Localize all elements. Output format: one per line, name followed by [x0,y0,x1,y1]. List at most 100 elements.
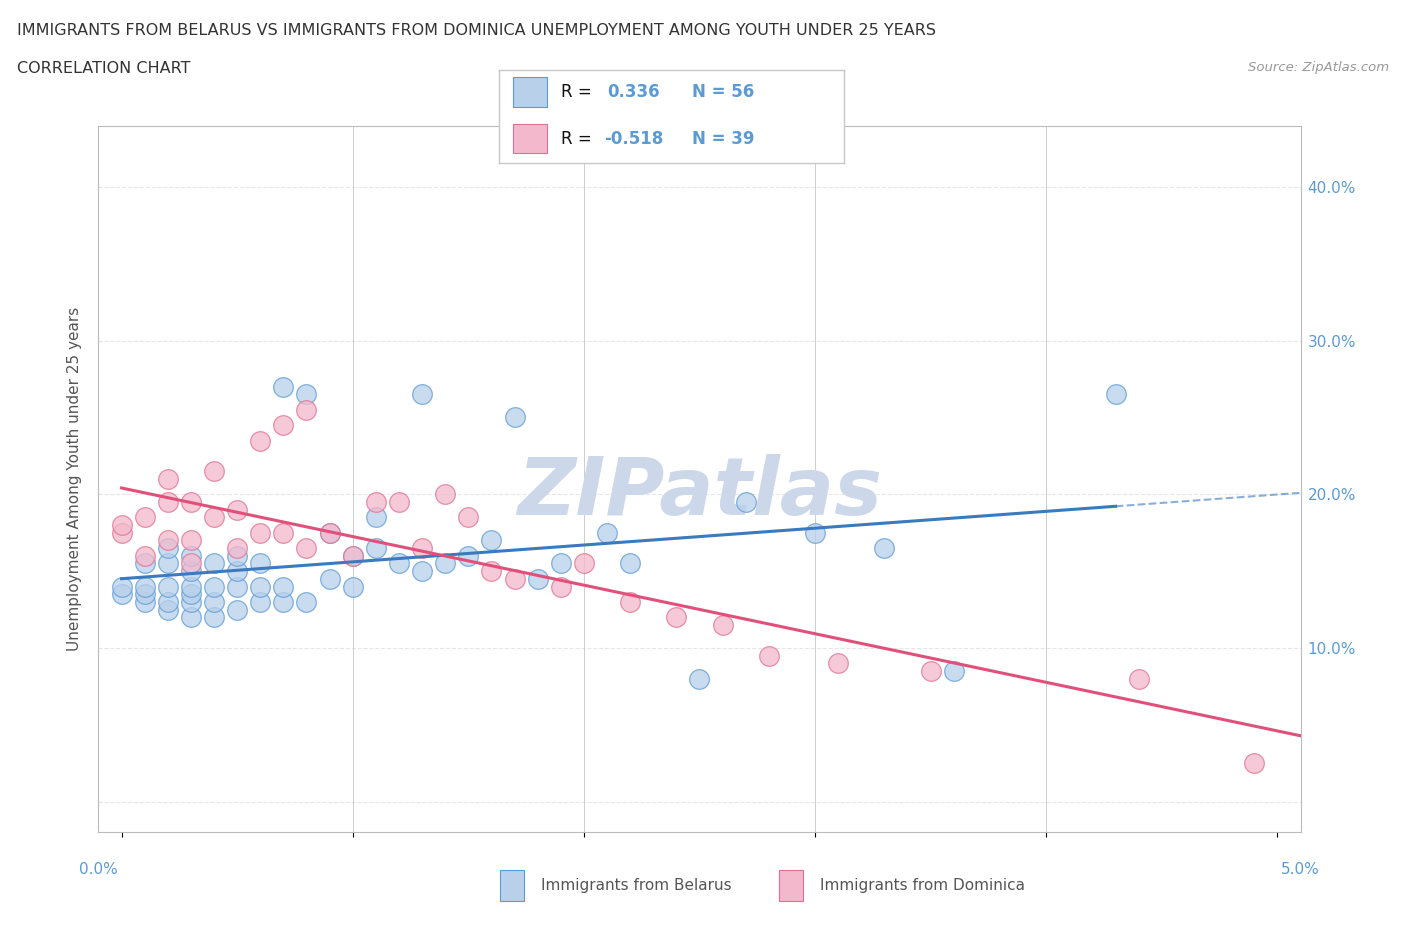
Point [180,610,202,625]
Point [156,556,179,571]
Point [526,571,548,586]
Point [1243,756,1265,771]
Point [503,410,526,425]
Point [202,594,225,609]
Point [249,525,271,540]
Point [411,564,433,578]
Bar [513,124,547,153]
Text: R =: R = [561,129,598,148]
Point [273,379,295,394]
Point [342,579,364,594]
Point [804,525,827,540]
Point [134,579,156,594]
Point [1104,387,1126,402]
Point [481,533,503,548]
Point [827,656,849,671]
Point [411,387,433,402]
Point [134,556,156,571]
Point [481,564,503,578]
Point [180,556,202,571]
Point [550,579,572,594]
Point [134,510,156,525]
Point [134,587,156,602]
Point [665,610,688,625]
Point [156,495,179,510]
Point [572,556,595,571]
Point [318,571,340,586]
Point [273,525,295,540]
Point [134,549,156,564]
Point [249,433,271,448]
Point [226,564,249,578]
Point [873,540,896,555]
Point [226,549,249,564]
Point [226,579,249,594]
Point [364,495,387,510]
Point [734,495,756,510]
Text: 0.0%: 0.0% [79,862,118,877]
Point [110,518,132,533]
Point [342,549,364,564]
Text: Source: ZipAtlas.com: Source: ZipAtlas.com [1249,61,1389,74]
Point [295,403,318,418]
Point [1128,671,1150,686]
Point [711,618,734,632]
Point [226,502,249,517]
Point [550,556,572,571]
Point [180,549,202,564]
Point [110,579,132,594]
Point [202,464,225,479]
Point [180,495,202,510]
Point [202,556,225,571]
Point [273,579,295,594]
Point [249,594,271,609]
Point [180,579,202,594]
Point [156,533,179,548]
Text: Immigrants from Dominica: Immigrants from Dominica [820,878,1025,893]
Text: 0.336: 0.336 [607,83,661,101]
Point [457,510,479,525]
Point [156,579,179,594]
Point [202,579,225,594]
Point [619,594,641,609]
Point [434,556,457,571]
Point [758,648,780,663]
Text: 5.0%: 5.0% [1281,862,1320,877]
Point [134,594,156,609]
Point [295,594,318,609]
Point [619,556,641,571]
Text: ZIPatlas: ZIPatlas [517,454,882,532]
Point [249,579,271,594]
Point [295,540,318,555]
Text: -0.518: -0.518 [605,129,664,148]
Point [388,495,411,510]
Point [156,594,179,609]
Point [226,540,249,555]
Text: CORRELATION CHART: CORRELATION CHART [17,61,190,76]
Point [457,549,479,564]
Point [920,664,942,679]
Point [411,540,433,555]
Text: Immigrants from Belarus: Immigrants from Belarus [541,878,733,893]
Point [110,587,132,602]
Point [180,564,202,578]
Text: N = 56: N = 56 [692,83,754,101]
Point [942,664,965,679]
Point [318,525,340,540]
Point [318,525,340,540]
Point [434,487,457,502]
Point [180,533,202,548]
Text: R =: R = [561,83,598,101]
Point [388,556,411,571]
Point [156,472,179,486]
Point [295,387,318,402]
Point [364,540,387,555]
Point [180,594,202,609]
Point [342,549,364,564]
Point [503,571,526,586]
Point [202,610,225,625]
Point [273,594,295,609]
Y-axis label: Unemployment Among Youth under 25 years: Unemployment Among Youth under 25 years [67,307,83,651]
Point [689,671,711,686]
Point [249,556,271,571]
